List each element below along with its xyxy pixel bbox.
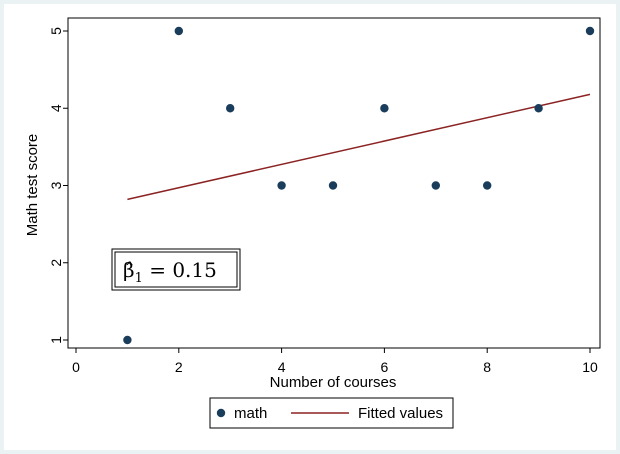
fitted-values-line (127, 93, 591, 201)
y-axis-title: Math test score (24, 134, 41, 237)
x-tick-label: 8 (483, 359, 491, 375)
math-point (277, 181, 286, 190)
x-axis: 0 2 4 6 8 10 (72, 348, 598, 375)
legend: math Fitted values (209, 397, 454, 429)
math-point (585, 26, 595, 36)
y-tick-label: 4 (48, 104, 64, 112)
math-point (483, 181, 492, 190)
math-point (328, 181, 338, 190)
x-tick-label: 2 (175, 359, 183, 375)
math-point (123, 335, 132, 345)
y-axis: 1 2 3 4 5 (48, 27, 68, 344)
coefficient-annotation: β̂1 = 0.15 (111, 248, 241, 291)
annotation-box-outer (111, 248, 241, 291)
math-point (226, 104, 235, 113)
math-point (380, 104, 389, 113)
x-tick-label: 6 (381, 359, 389, 375)
y-tick-label: 1 (48, 336, 64, 344)
scatter-points-layer (123, 26, 595, 345)
math-point (174, 26, 183, 36)
annotation-text: β̂1 = 0.15 (123, 258, 217, 286)
y-tick-label: 2 (48, 259, 64, 267)
math-point (534, 104, 543, 113)
annotation-box-inner (114, 251, 238, 288)
legend-label-fitted: Fitted values (358, 405, 443, 422)
x-axis-title: Number of courses (270, 374, 397, 391)
y-tick-label: 3 (48, 181, 64, 189)
x-tick-label: 4 (278, 359, 286, 375)
annotation-value: = 0.15 (143, 258, 217, 282)
legend-marker-math (216, 408, 226, 418)
math-point (431, 181, 440, 190)
annotation-beta-hat: β̂ (123, 258, 135, 282)
annotation-subscript: 1 (135, 271, 143, 286)
fitted-line-layer (127, 93, 591, 201)
x-tick-label: 10 (582, 359, 598, 375)
legend-label-math: math (234, 405, 267, 422)
y-tick-label: 5 (48, 27, 64, 35)
x-tick-label: 0 (72, 359, 80, 375)
